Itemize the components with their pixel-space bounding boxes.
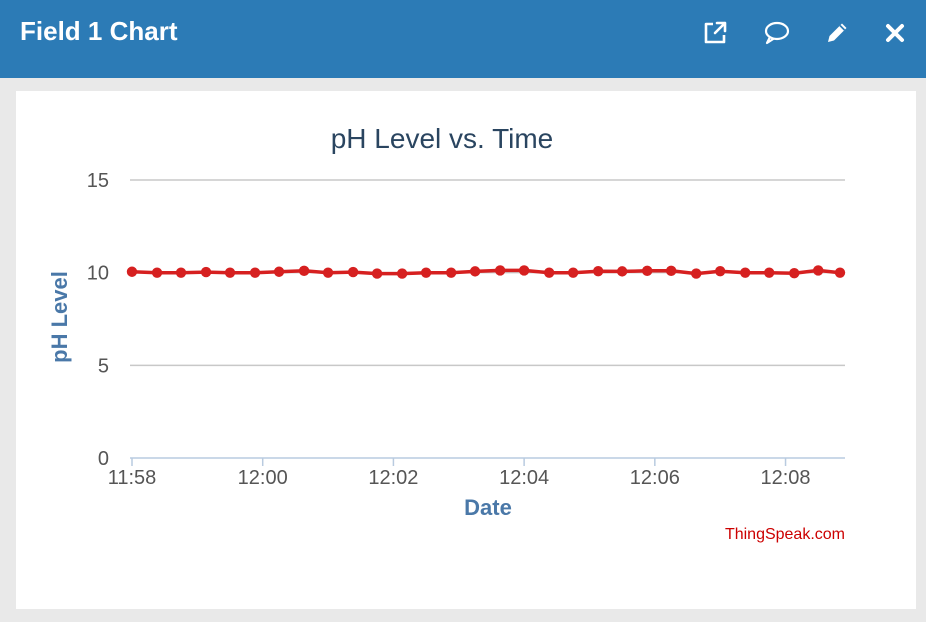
- speech-bubble-icon: [762, 19, 792, 47]
- data-point[interactable]: [642, 265, 653, 277]
- chart-card: pH Level vs. Time 0 5 10 15 11:58 12:00 12:02…: [16, 91, 916, 609]
- y-tick-label: 5: [98, 355, 109, 377]
- series-ph-level: [126, 265, 846, 279]
- data-point[interactable]: [371, 268, 383, 279]
- data-point[interactable]: [616, 266, 628, 277]
- data-point[interactable]: [567, 267, 579, 278]
- y-tick-label: 0: [98, 448, 109, 470]
- data-point[interactable]: [740, 267, 751, 278]
- y-tick-label: 15: [87, 170, 109, 192]
- data-point[interactable]: [665, 265, 677, 277]
- window-title: Field 1 Chart: [20, 16, 178, 46]
- window-header: Field 1 Chart: [0, 0, 926, 78]
- data-point[interactable]: [175, 267, 187, 278]
- y-tick-label: 10: [87, 263, 109, 285]
- x-tick-label: 12:00: [238, 467, 288, 489]
- data-point[interactable]: [543, 267, 555, 278]
- data-point[interactable]: [273, 266, 285, 277]
- data-point[interactable]: [396, 268, 408, 279]
- data-point[interactable]: [691, 268, 702, 279]
- y-axis-ticks: 0 5 10 15: [87, 170, 109, 470]
- pencil-icon: [823, 19, 851, 47]
- data-point[interactable]: [224, 267, 236, 278]
- data-point[interactable]: [200, 266, 212, 278]
- data-point[interactable]: [764, 267, 775, 278]
- close-icon: [883, 21, 907, 45]
- data-point[interactable]: [518, 265, 530, 276]
- x-tick-label: 12:06: [630, 467, 680, 489]
- x-tick-label: 12:02: [368, 467, 418, 489]
- data-point[interactable]: [813, 265, 824, 276]
- data-point[interactable]: [249, 267, 261, 278]
- x-tick-label: 11:58: [108, 467, 157, 489]
- data-point[interactable]: [151, 267, 163, 278]
- x-axis-label: Date: [464, 495, 512, 520]
- close-button[interactable]: [880, 18, 910, 48]
- data-point[interactable]: [494, 265, 506, 276]
- data-point[interactable]: [445, 267, 457, 278]
- comment-button[interactable]: [762, 18, 792, 48]
- external-link-icon: [701, 19, 729, 47]
- thingspeak-credit-link[interactable]: ThingSpeak.com: [725, 526, 845, 543]
- data-point[interactable]: [714, 265, 726, 277]
- line-chart: pH Level vs. Time 0 5 10 15 11:58 12:00 12:02…: [47, 123, 846, 543]
- edit-button[interactable]: [822, 18, 852, 48]
- x-axis: 11:58 12:00 12:02 12:04 12:06 12:08: [108, 457, 845, 489]
- data-point[interactable]: [592, 265, 604, 277]
- chart-title: pH Level vs. Time: [331, 123, 554, 154]
- y-axis-label: pH Level: [47, 271, 72, 363]
- data-point[interactable]: [347, 266, 359, 278]
- data-point[interactable]: [789, 268, 800, 279]
- data-point[interactable]: [298, 265, 310, 277]
- x-tick-label: 12:04: [499, 467, 549, 489]
- data-point[interactable]: [469, 266, 481, 277]
- data-point[interactable]: [834, 267, 846, 278]
- data-point[interactable]: [126, 266, 138, 277]
- x-tick-label: 12:08: [761, 467, 811, 489]
- data-point[interactable]: [420, 267, 432, 278]
- open-external-button[interactable]: [700, 18, 730, 48]
- data-point[interactable]: [322, 267, 334, 278]
